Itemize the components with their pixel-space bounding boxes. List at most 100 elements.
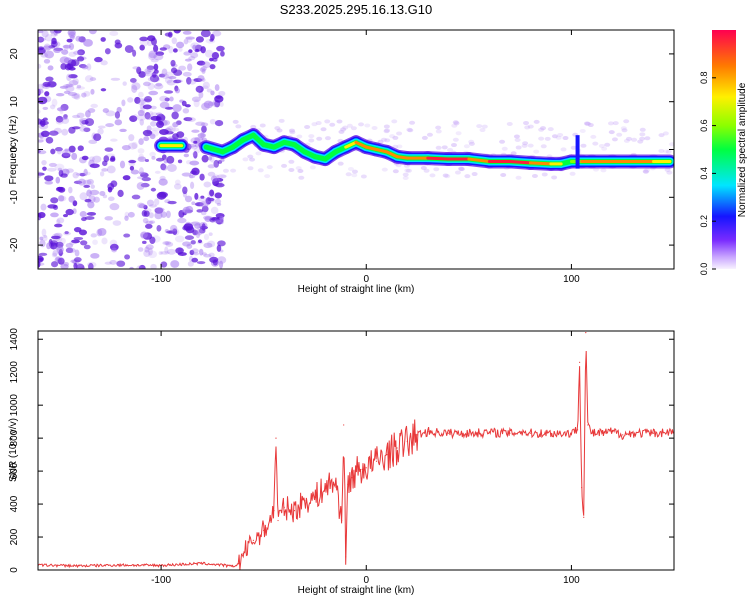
spectrogram-noise-cell [170,59,176,67]
spectrogram-faint-cell [381,167,388,172]
snr-data-point [201,562,203,565]
spectrogram-noise-cell [216,202,222,206]
spectrogram-noise-cell [150,121,157,127]
spectrogram-noise-cell [216,244,222,252]
snr-data-point [519,430,521,433]
spectrogram-noise-cell [170,260,180,268]
spectrogram-noise-cell [38,83,45,91]
spectrogram-noise-cell [68,186,73,194]
spectrogram-noise-cell [61,152,71,159]
spectrogram-noise-cell [200,122,209,127]
spectrogram-noise-cell [64,148,69,152]
spectrogram-faint-cell [392,169,399,174]
spectrogram-noise-cell [61,49,69,55]
spectrogram-faint-cell [384,138,391,143]
spectrogram-noise-cell [41,30,49,38]
spectrogram-faint-cell [453,121,460,126]
spectrogram-noise-cell [86,261,97,268]
spectrogram-noise-cell [189,174,194,179]
spectrogram-ridge-core [354,140,368,149]
snr-data-point [652,432,655,434]
spectrogram-faint-cell [351,169,358,174]
spectrogram-noise-cell [84,75,94,83]
snr-data-point [396,447,398,449]
spectrogram-noise-cell [71,152,78,161]
spectrogram-faint-cell [220,174,227,179]
spectrogram-noise-cell [150,127,161,132]
spectrogram-noise-cell [79,211,87,218]
spectrogram-noise-cell [138,138,144,146]
spectrogram-faint-cell [454,170,461,175]
spectrogram-noise-cell [124,211,130,218]
spectrogram-faint-cell [384,128,391,133]
spectrogram-noise-cell [143,205,148,210]
spectrogram-noise-cell [162,241,170,245]
spectrogram-noise-cell [114,39,121,45]
spectrogram-noise-cell [191,257,199,263]
spectrogram-noise-cell [82,179,92,186]
spectrogram-noise-cell [199,173,205,181]
spectrogram-noise-cell [170,224,178,232]
spectrogram-noise-cell [206,240,216,248]
spectrogram-faint-cell [481,124,488,129]
spectrogram-noise-cell [129,165,135,171]
spectrogram-noise-cell [197,133,206,138]
spectrogram-faint-cell [557,132,564,137]
spectrogram-noise-cell [50,235,61,240]
spectrogram-noise-cell [63,57,72,64]
spectrogram-noise-cell [196,60,206,66]
spectrogram-faint-cell [664,167,671,172]
spectrogram-faint-cell [538,127,545,132]
spectrogram-faint-cell [222,168,229,173]
spectrogram-noise-cell [77,145,84,152]
spectrogram-noise-cell [159,95,169,102]
spectrogram-noise-cell [131,82,141,90]
spectrogram-faint-cell [429,173,436,178]
spectrogram-noise-cell [148,212,154,219]
spectrogram-noise-cell [199,67,206,72]
spectrogram-noise-cell [167,31,173,38]
spectrogram-faint-cell [402,175,409,180]
spectrogram-noise-cell [149,220,156,224]
spectrogram-noise-cell [173,69,183,76]
spectrogram-noise-cell [195,229,203,236]
snr-data-point [343,424,345,426]
spectrogram-noise-cell [219,260,224,269]
spectrogram-faint-cell [346,123,353,128]
spectrogram-noise-cell [173,48,178,53]
spectrogram-noise-cell [127,142,138,150]
spectrogram-noise-cell [55,115,64,123]
spectrogram-noise-cell [183,117,193,122]
spectrogram-faint-cell [351,173,358,178]
spectrogram-ridge-core [375,148,389,154]
spectrogram-noise-cell [83,38,93,47]
spectrogram-noise-cell [83,184,91,188]
spectrogram-noise-cell [214,84,220,92]
snr-data-point [587,424,589,426]
spectrogram-noise-cell [76,112,85,119]
spectrogram-noise-cell [194,48,200,53]
spectrogram-noise-cell [219,216,224,220]
spectrogram-noise-cell [127,211,135,218]
spectrogram-faint-cell [421,135,428,140]
spectrogram-faint-cell [407,128,414,133]
spectrogram-noise-cell [87,201,95,209]
spectrogram-noise-cell [182,108,190,114]
spectrogram-faint-cell [435,125,442,130]
snr-ytick-label: 0 [9,567,20,573]
spectrogram-faint-cell [289,130,296,135]
spectrogram-noise-cell [41,228,47,237]
spectrogram-noise-cell [75,35,82,42]
spectrogram-noise-cell [90,103,98,108]
spectrogram-noise-cell [112,220,122,226]
spectrogram-noise-cell [73,180,83,185]
spectrogram-faint-cell [515,145,522,150]
spectrogram-noise-cell [150,58,159,63]
spectrogram-faint-cell [662,131,669,136]
spectrogram-noise-cell [156,191,167,200]
spectrogram-noise-cell [154,211,163,220]
colorbar: 0.0 0.2 0.4 0.6 0.8 Normalized spectral ampl… [699,30,748,275]
spectrogram-noise-cell [195,231,201,239]
spectrogram-noise-cell [99,171,105,177]
spectrogram-faint-cell [639,136,646,141]
